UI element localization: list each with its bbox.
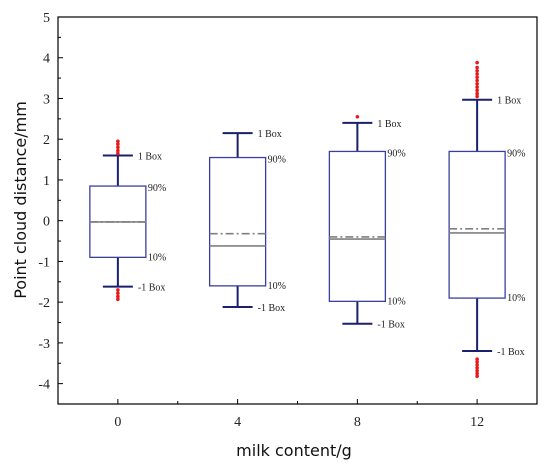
lower-quantile-label: 10% [387,296,405,307]
lower-whisker-label: -1 Box [497,347,525,358]
upper-whisker-label: 1 Box [497,96,521,107]
y-tick-label: 5 [43,11,50,26]
upper-quantile-label: 90% [148,183,166,194]
y-tick-label: 1 [43,174,50,189]
outlier-point [116,151,120,156]
outlier-point [116,139,120,144]
y-axis-title: Point cloud distance/mm [11,101,30,299]
y-tick-label: 2 [43,133,50,148]
outlier-point [475,78,479,83]
x-tick-label: 8 [354,415,361,430]
upper-whisker-label: 1 Box [138,152,162,163]
upper-whisker-label: 1 Box [258,129,282,140]
outlier-point [475,371,479,376]
outlier-point [475,85,479,89]
x-tick-label: 12 [470,415,484,430]
y-tick-label: 3 [43,92,50,107]
lower-quantile-label: 10% [268,281,286,292]
outlier-point [475,91,479,96]
outlier-point [116,291,120,295]
outlier-point [116,148,120,153]
lower-whisker-label: -1 Box [377,320,405,331]
lower-whisker-label: -1 Box [258,303,286,314]
outlier-point [475,82,479,86]
outlier-point [475,94,479,99]
outlier-point [475,88,479,93]
outlier-point [475,368,479,373]
upper-whisker-label: 1 Box [377,119,401,130]
box [448,150,506,299]
upper-quantile-label: 90% [268,155,286,166]
outlier-point [116,145,120,150]
x-axis-title: milk content/g [236,441,352,460]
outlier-point [475,357,479,361]
outlier-point [116,297,120,302]
outlier-point [475,60,479,65]
y-tick-label: -3 [38,337,50,352]
outlier-point [475,75,479,80]
upper-quantile-label: 90% [387,148,405,159]
outlier-point [475,360,479,364]
lower-whisker-label: -1 Box [138,283,166,294]
y-tick-label: -4 [38,378,50,393]
lower-quantile-label: 10% [148,252,166,263]
box [208,156,267,287]
outlier-point [116,288,120,292]
outlier-point [475,365,479,370]
outlier-point [355,115,360,119]
outlier-point [475,65,479,70]
y-tick-label: -2 [38,296,50,311]
y-tick-label: 4 [43,52,50,67]
outlier-point [475,72,479,76]
box [328,150,387,302]
upper-quantile-label: 90% [507,148,525,159]
lower-quantile-label: 10% [507,293,525,304]
outlier-point [116,294,120,299]
x-tick-label: 0 [114,415,121,430]
outlier-point [475,374,479,379]
y-tick-label: 0 [43,215,50,230]
outlier-point [475,68,479,73]
outlier-point [116,142,120,146]
outlier-point [475,363,479,367]
y-tick-label: -1 [38,255,50,270]
x-tick-label: 4 [234,415,241,430]
